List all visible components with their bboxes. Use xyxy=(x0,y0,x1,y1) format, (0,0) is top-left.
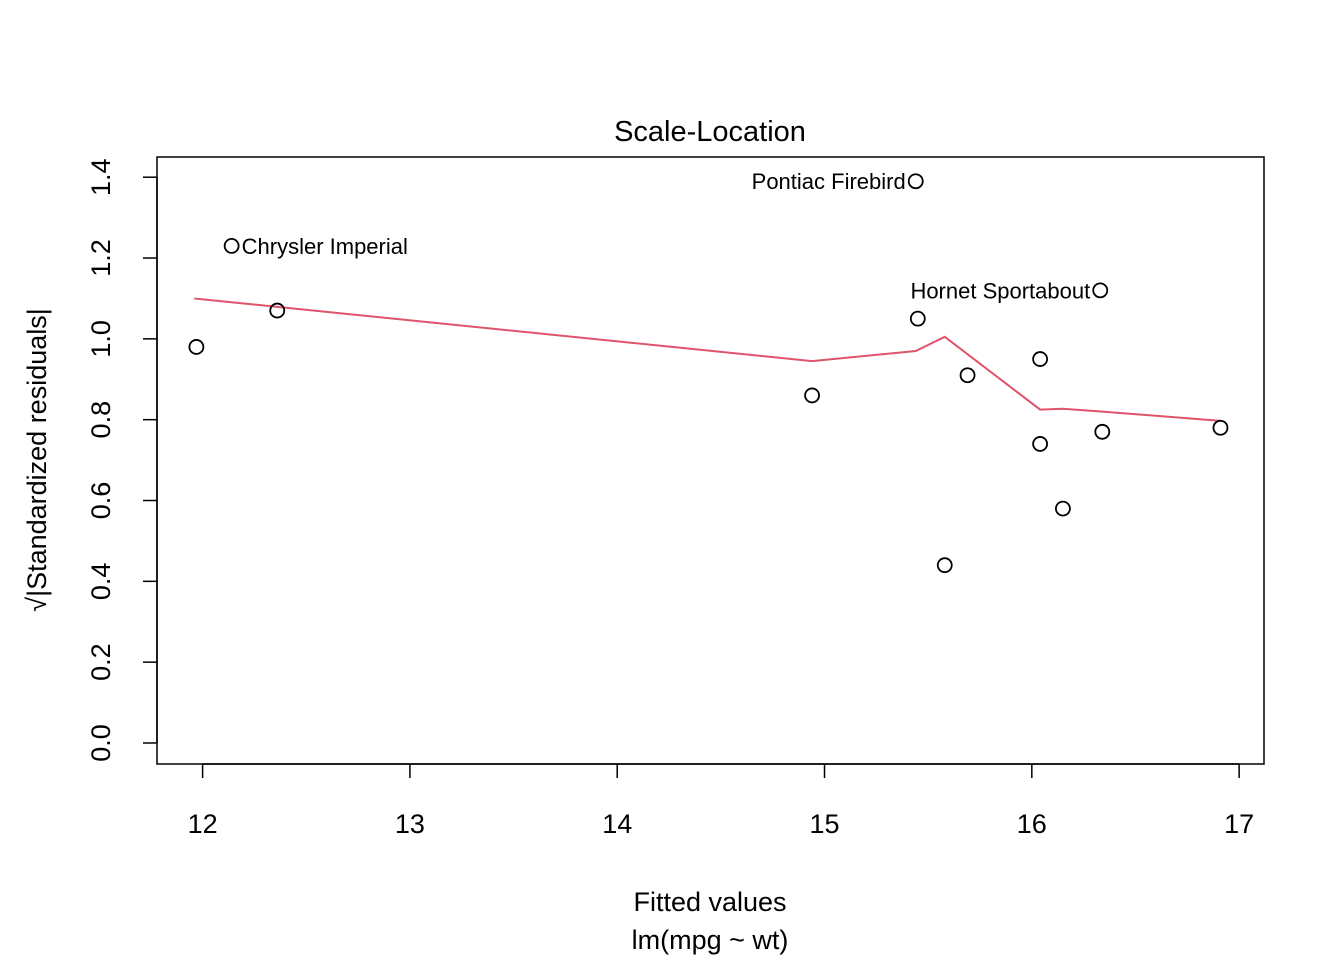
point-labels: Chrysler Imperial Pontiac Firebird Hornet … xyxy=(242,169,1091,303)
y-axis: 0.0 0.2 0.4 0.6 0.8 1.0 1.2 1.4 xyxy=(86,158,158,762)
data-point xyxy=(1092,282,1109,299)
y-tick-label: 0.6 xyxy=(86,482,116,520)
chart-title: Scale-Location xyxy=(614,116,806,148)
x-tick-label: 12 xyxy=(188,809,218,839)
x-tick-label: 13 xyxy=(395,809,425,839)
y-tick-label: 0.8 xyxy=(86,401,116,439)
data-point xyxy=(1212,419,1229,436)
x-tick-label: 16 xyxy=(1017,809,1047,839)
data-point xyxy=(223,238,240,254)
x-tick-label: 14 xyxy=(602,809,632,839)
data-point xyxy=(959,367,976,384)
y-tick-label: 1.4 xyxy=(86,158,116,196)
y-tick-label: 1.2 xyxy=(86,239,116,277)
data-point xyxy=(188,339,205,355)
x-tick-label: 15 xyxy=(809,809,839,839)
x-axis: 12 13 14 15 16 17 xyxy=(188,763,1254,839)
data-point xyxy=(804,387,820,404)
y-tick-label: 0.0 xyxy=(86,724,116,762)
x-tick-label: 17 xyxy=(1224,809,1254,839)
y-tick-label: 1.0 xyxy=(86,320,116,358)
point-label: Pontiac Firebird xyxy=(752,169,906,194)
x-axis-label: Fitted values xyxy=(633,887,786,917)
y-axis-label: √|Standardized residuals| xyxy=(22,308,52,612)
data-point xyxy=(1032,351,1049,367)
y-tick-label: 0.2 xyxy=(86,643,116,681)
data-point xyxy=(269,302,286,319)
data-points xyxy=(188,173,1229,574)
smoother-line xyxy=(194,297,1221,422)
data-point xyxy=(1055,500,1071,517)
data-point xyxy=(1094,423,1111,440)
point-label: Chrysler Imperial xyxy=(242,234,408,259)
y-tick-label: 0.4 xyxy=(86,563,116,601)
data-point xyxy=(1032,436,1049,452)
point-label: Hornet Sportabout xyxy=(910,278,1090,303)
data-point xyxy=(936,557,953,574)
data-point xyxy=(907,173,924,190)
data-point xyxy=(909,310,926,327)
chart-subtitle: lm(mpg ~ wt) xyxy=(632,925,789,955)
